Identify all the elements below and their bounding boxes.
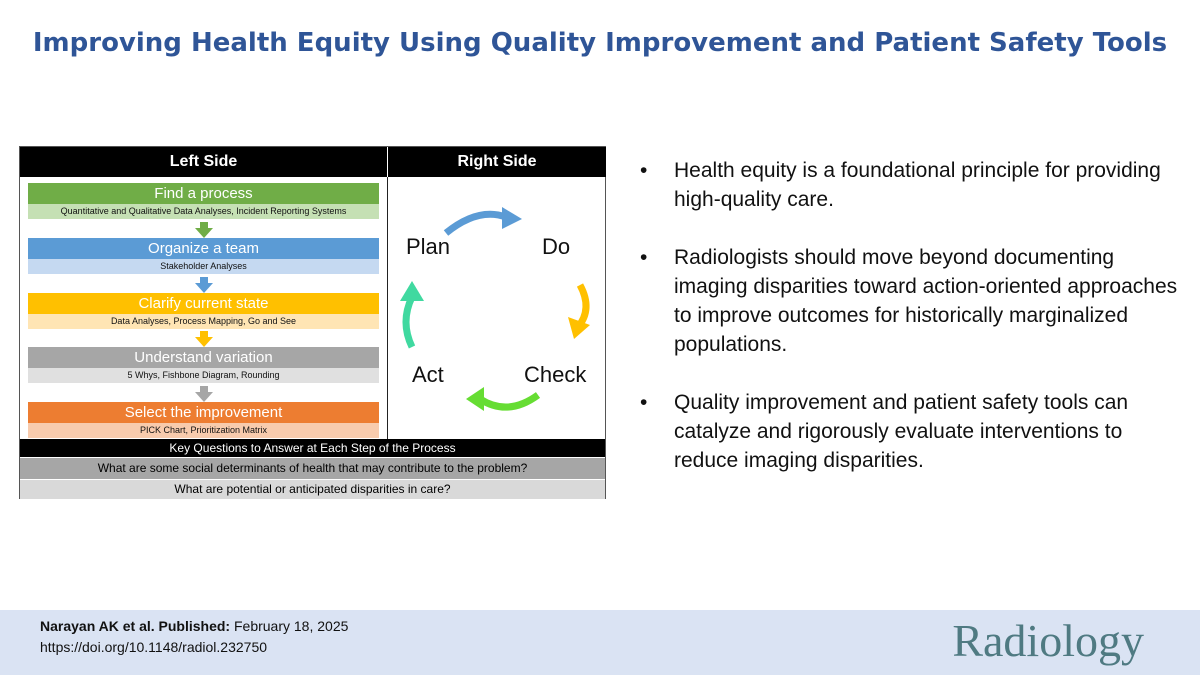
down-arrow-icon (195, 277, 213, 293)
slide-title: Improving Health Equity Using Quality Im… (32, 28, 1168, 58)
arrow-check-to-act-icon (466, 387, 541, 411)
arrow-plan-to-do-icon (443, 207, 522, 236)
key-question-2: What are potential or anticipated dispar… (20, 479, 605, 499)
down-arrow-shaft (200, 386, 208, 392)
bullet-text: Health equity is a foundational principl… (674, 159, 1161, 211)
bullet-item: • Radiologists should move beyond docume… (640, 243, 1185, 359)
down-arrow-shaft (200, 277, 208, 283)
step-label: Select the improvement (28, 402, 379, 423)
step-tools: Data Analyses, Process Mapping, Go and S… (28, 314, 379, 329)
arrow-act-to-plan-icon (400, 281, 424, 349)
qi-diagram: Left Side Right Side Find a process Quan… (19, 146, 606, 499)
step-label: Understand variation (28, 347, 379, 368)
citation: Narayan AK et al. Published: February 18… (40, 616, 348, 658)
step-tools: 5 Whys, Fishbone Diagram, Rounding (28, 368, 379, 383)
left-side-header: Left Side (20, 147, 387, 177)
step-clarify-state: Clarify current state Data Analyses, Pro… (28, 293, 379, 329)
step-tools: Stakeholder Analyses (28, 259, 379, 274)
step-label: Find a process (28, 183, 379, 204)
pdca-plan-label: Plan (406, 234, 451, 259)
bullet-item: • Quality improvement and patient safety… (640, 388, 1185, 475)
bullet-list: • Health equity is a foundational princi… (640, 156, 1185, 504)
down-arrow-icon (195, 331, 213, 347)
radiology-logo: Radiology (952, 615, 1144, 666)
bullet-item: • Health equity is a foundational princi… (640, 156, 1185, 214)
citation-doi[interactable]: https://doi.org/10.1148/radiol.232750 (40, 639, 268, 655)
right-side-header: Right Side (387, 147, 606, 177)
arrow-do-to-check-icon (568, 283, 590, 339)
key-questions-header: Key Questions to Answer at Each Step of … (20, 439, 605, 457)
bullet-text: Quality improvement and patient safety t… (674, 391, 1129, 472)
step-find-process: Find a process Quantitative and Qualitat… (28, 183, 379, 219)
bullet-dot-icon: • (640, 159, 648, 182)
step-select-improvement: Select the improvement PICK Chart, Prior… (28, 402, 379, 438)
citation-date: February 18, 2025 (233, 618, 349, 634)
down-arrow-shaft (200, 331, 208, 337)
down-arrow-icon (195, 222, 213, 238)
key-question-1: What are some social determinants of hea… (20, 457, 605, 479)
down-arrow-shaft (200, 222, 208, 228)
footer: Narayan AK et al. Published: February 18… (0, 610, 1200, 675)
bullet-dot-icon: • (640, 246, 648, 269)
step-tools: Quantitative and Qualitative Data Analys… (28, 204, 379, 219)
step-understand-variation: Understand variation 5 Whys, Fishbone Di… (28, 347, 379, 383)
step-tools: PICK Chart, Prioritization Matrix (28, 423, 379, 438)
step-label: Clarify current state (28, 293, 379, 314)
pdca-do-label: Do (542, 234, 571, 259)
bullet-dot-icon: • (640, 391, 648, 414)
pdca-cycle: Plan Do Act Check (387, 177, 606, 439)
down-arrow-icon (195, 386, 213, 402)
pdca-arrows (400, 207, 590, 411)
step-label: Organize a team (28, 238, 379, 259)
pdca-act-label: Act (412, 362, 444, 387)
pdca-check-label: Check (524, 362, 587, 387)
step-organize-team: Organize a team Stakeholder Analyses (28, 238, 379, 274)
citation-authors: Narayan AK et al. Published: (40, 618, 231, 634)
bullet-text: Radiologists should move beyond document… (674, 246, 1178, 356)
